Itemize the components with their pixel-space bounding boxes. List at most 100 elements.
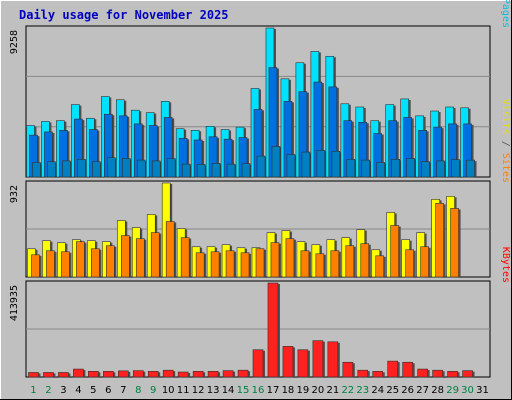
day-label-3: 3: [60, 385, 66, 396]
bar-pages-day-22: [346, 158, 356, 178]
bar-pages-day-29: [451, 159, 460, 178]
day-label-10: 10: [162, 385, 175, 396]
bar-pages-day-7: [121, 158, 131, 178]
day-label-9: 9: [150, 385, 156, 396]
day-label-21: 21: [326, 385, 339, 396]
legend-visits-sites: Visits / Sites: [500, 99, 511, 183]
bar-sites-day-14: [225, 250, 235, 278]
bar-pages-day-1: [32, 162, 41, 178]
bar-kbytes-day-26: [402, 361, 413, 378]
bar-pages-day-14: [226, 163, 236, 178]
bar-sites-day-3: [61, 251, 70, 278]
bar-sites-day-7: [120, 235, 130, 278]
bar-kbytes-day-23: [357, 369, 369, 378]
bar-pages-day-3: [62, 160, 71, 178]
bar-kbytes-day-8: [132, 370, 144, 378]
bar-kbytes-day-16: [252, 349, 264, 378]
bar-sites-day-9: [150, 232, 160, 278]
day-label-17: 17: [267, 385, 280, 396]
bar-kbytes-day-21: [327, 341, 339, 378]
bar-sites-day-5: [91, 248, 100, 278]
bar-kbytes-day-29: [447, 371, 458, 378]
bar-pages-day-27: [421, 161, 430, 178]
bar-kbytes-day-20: [312, 340, 324, 378]
bar-pages-day-10: [166, 158, 176, 178]
day-label-28: 28: [431, 385, 444, 396]
day-label-4: 4: [75, 385, 81, 396]
bar-sites-day-22: [345, 245, 355, 278]
bar-sites-day-17: [270, 242, 280, 278]
bar-sites-day-1: [31, 254, 40, 278]
day-label-18: 18: [282, 385, 295, 396]
bar-kbytes-day-7: [117, 370, 129, 378]
day-label-19: 19: [297, 385, 310, 396]
bar-sites-day-12: [195, 252, 205, 278]
bar-pages-day-8: [136, 159, 146, 178]
day-label-26: 26: [401, 385, 414, 396]
y-max-label-kbytes: 413935: [9, 285, 20, 321]
y-max-label-pages-files-hits: 9258: [9, 30, 20, 54]
bar-kbytes-day-18: [282, 346, 294, 378]
day-label-5: 5: [90, 385, 96, 396]
bar-kbytes-day-6: [103, 371, 114, 378]
bar-pages-day-16: [256, 155, 266, 178]
bar-kbytes-day-4: [73, 368, 84, 378]
bar-sites-day-10: [165, 221, 175, 278]
bar-sites-day-15: [240, 252, 250, 278]
legend-item-pages-files-hits-4: Pages: [500, 0, 511, 28]
bar-pages-day-12: [196, 164, 206, 178]
bar-pages-day-11: [181, 163, 191, 178]
bar-kbytes-day-25: [387, 360, 399, 378]
bar-pages-day-2: [47, 161, 56, 178]
chart-panels: 9258 Hits / Files / Pages 932 Visits / Site…: [9, 0, 511, 378]
legend-item-kbytes-0: KBytes: [500, 247, 511, 283]
day-label-27: 27: [416, 385, 429, 396]
bar-kbytes-day-11: [177, 371, 189, 378]
bar-pages-day-17: [271, 146, 281, 178]
panel-pages-files-hits: 9258 Hits / Files / Pages: [9, 0, 511, 178]
day-label-25: 25: [386, 385, 399, 396]
bar-sites-day-16: [255, 248, 265, 278]
bar-sites-day-2: [46, 250, 55, 278]
bar-kbytes-day-30: [462, 370, 473, 378]
bar-pages-day-9: [151, 160, 161, 178]
bar-sites-day-19: [300, 250, 310, 278]
bar-sites-day-11: [180, 237, 190, 278]
bar-kbytes-day-14: [222, 370, 234, 378]
bar-kbytes-day-19: [297, 349, 309, 378]
chart-title: Daily usage for November 2025: [19, 8, 229, 22]
bar-sites-day-26: [405, 249, 414, 278]
bar-pages-day-19: [301, 151, 311, 178]
bar-sites-day-4: [76, 241, 85, 278]
bar-sites-day-28: [435, 203, 444, 278]
legend-pages-files-hits: Hits / Files / Pages: [500, 0, 511, 28]
bar-sites-day-6: [106, 245, 115, 278]
bar-sites-day-24: [375, 255, 385, 278]
bar-sites-day-13: [210, 251, 220, 278]
day-label-22: 22: [341, 385, 354, 396]
bar-kbytes-day-12: [192, 371, 204, 378]
bar-pages-day-18: [286, 154, 296, 178]
day-label-7: 7: [120, 385, 126, 396]
bar-kbytes-day-1: [28, 372, 39, 378]
day-label-15: 15: [237, 385, 250, 396]
x-axis-day-labels: 1 2 3 4 5 6 7 8 9 10 11 12 13 14 15 16 17 18 19 20 21 22 23 24 2…: [30, 385, 489, 396]
bar-pages-day-21: [331, 150, 341, 178]
day-label-12: 12: [192, 385, 205, 396]
legend-item-visits-sites-2: Sites: [500, 153, 511, 183]
bar-kbytes-day-15: [237, 369, 249, 378]
bar-sites-day-18: [285, 238, 295, 278]
bar-kbytes-day-27: [417, 368, 428, 378]
bar-kbytes-day-9: [147, 371, 159, 378]
bar-sites-day-21: [330, 250, 340, 278]
legend-item-visits-sites-1: /: [500, 135, 511, 153]
bar-pages-day-25: [391, 158, 401, 178]
day-label-29: 29: [446, 385, 459, 396]
day-label-13: 13: [207, 385, 220, 396]
bar-kbytes-day-2: [43, 372, 54, 378]
legend-kbytes: KBytes: [500, 247, 511, 283]
bar-kbytes-day-5: [88, 371, 99, 378]
day-label-11: 11: [177, 385, 190, 396]
panel-kbytes: 413935 KBytes: [9, 247, 511, 378]
